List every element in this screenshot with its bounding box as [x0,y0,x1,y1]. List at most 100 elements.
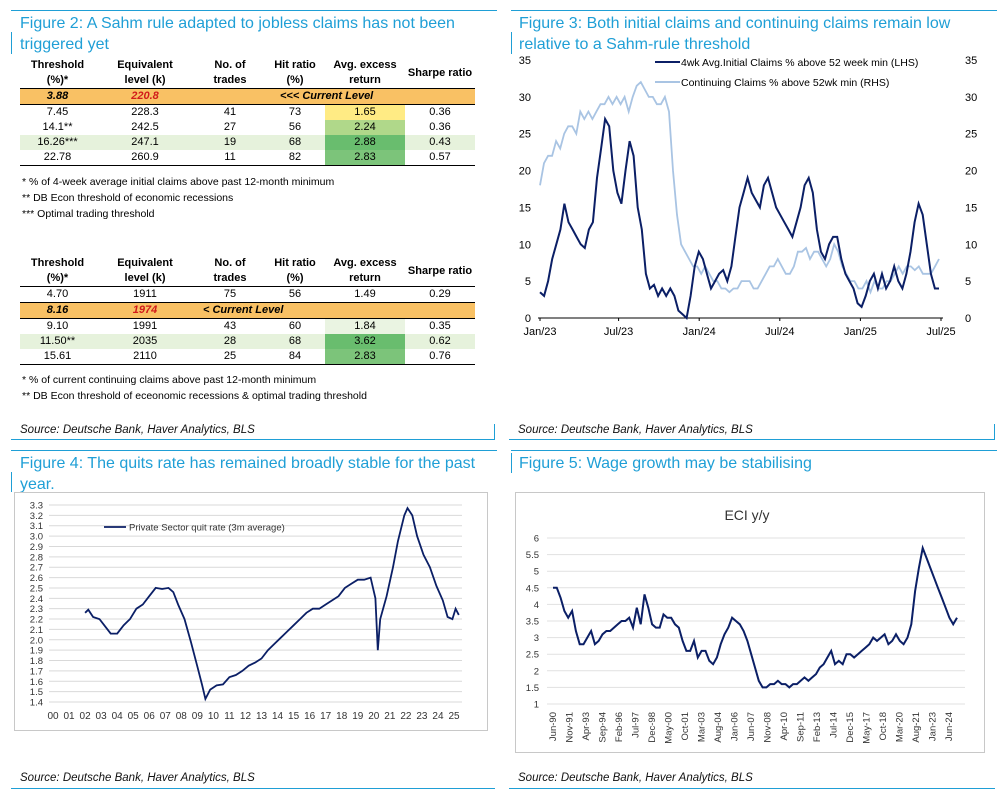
y-tick-label: 2.0 [30,635,43,646]
fig2-left-rule [11,32,12,54]
cell: 2035 [95,334,195,349]
table-row: 22.78 260.9 11 82 2.83 0.57 [20,150,475,166]
col-hit-ratio: Hit ratio (%) [265,58,325,89]
x-tick-label: 11 [224,711,235,722]
y-tick-label: 3.2 [30,511,43,522]
fig3-top-rule [511,10,997,11]
x-tick-label: May-17 [862,712,873,744]
cell: 41 [223,106,237,118]
legend-label: 4wk Avg.Initial Claims % above 52 week m… [681,57,918,69]
fig2-title: Figure 2: A Sahm rule adapted to jobless… [20,15,455,53]
y-tick-label: 6 [534,534,539,545]
x-tick-label: Aug-21 [911,712,922,743]
cell: 14.1** [42,121,73,133]
x-tick-label: 07 [160,711,172,722]
col-equivalent-level: Equivalent level (k) [95,256,195,287]
table-row: 15.61 2110 25 84 2.83 0.76 [20,349,475,365]
y-tick-label: 1.6 [30,677,43,688]
x-tick-label: 18 [336,711,348,722]
x-tick-label: 19 [352,711,364,722]
cell: 228.3 [131,106,159,118]
x-tick-label: Mar-03 [697,712,708,742]
y-tick-label: 2.3 [30,604,43,615]
series-line-eci [553,544,958,689]
x-tick-label: 00 [47,711,59,722]
y-tick-label: 2.5 [526,650,539,661]
fig2-source: Source: Deutsche Bank, Haver Analytics, … [20,424,255,436]
cell: 1.49 [354,288,376,300]
cell: 7.45 [46,106,69,118]
fig4-source: Source: Deutsche Bank, Haver Analytics, … [20,772,255,784]
y-tick-label: 3.3 [30,501,43,512]
x-tick-label: Sep-94 [598,712,609,743]
x-tick-label: Jan-06 [730,712,741,741]
legend-label: Private Sector quit rate (3m average) [129,523,285,534]
x-tick-label: Jan-23 [928,712,939,741]
y-right-tick-label: 20 [965,166,977,178]
x-tick-label: 17 [320,711,332,722]
sahm-initial-claims-table: Threshold (%)* Equivalent level (k) No. o… [20,58,475,166]
fig5-source: Source: Deutsche Bank, Haver Analytics, … [518,772,753,784]
fig4-bottom-rule [11,788,495,789]
y-tick-label: 2 [534,666,539,677]
cell: 27 [223,121,237,133]
cell: 73 [288,106,302,118]
cell: 22.78 [20,150,95,166]
cell: 2.83 [325,150,405,166]
cell: 11 [195,150,265,166]
fig3-source: Source: Deutsche Bank, Haver Analytics, … [518,424,753,436]
table-row: 14.1** 242.5 27 56 2.24 0.36 [20,120,475,135]
fig4-title: Figure 4: The quits rate has remained br… [20,455,476,493]
col-no-of-trades: No. of trades [195,256,265,287]
x-tick-label: Oct-01 [680,712,691,741]
x-tick-label: Jun-24 [944,712,955,741]
y-left-tick-label: 20 [519,166,531,178]
fig4-top-rule [11,450,497,451]
col-threshold: Threshold (%)* [20,256,95,287]
cell: 0.36 [429,106,451,118]
cell: 247.1 [95,135,195,150]
chart-frame [515,492,985,753]
cell: 68 [265,334,325,349]
series-line-initial-claims [539,115,939,320]
y-tick-label: 2.4 [30,594,43,605]
x-tick-label: Oct-18 [878,712,889,741]
y-tick-label: 2.7 [30,563,43,574]
cell: 0.62 [405,334,475,349]
x-tick-label: May-00 [664,712,675,744]
y-left-tick-label: 30 [519,92,531,104]
x-tick-label: 03 [96,711,108,722]
cell: 43 [223,320,237,332]
cell: 68 [265,135,325,150]
table-row: 7.45 228.3 41 73 1.65 0.36 [20,104,475,120]
y-tick-label: 2.2 [30,615,43,626]
y-tick-label: 1.7 [30,666,43,677]
y-tick-label: 1.5 [30,687,43,698]
col-avg-excess-return: Avg. excess return [325,256,405,287]
table2-note-1: * % of current continuing claims above p… [22,374,317,386]
chart-frame [14,492,488,731]
table1-note-3: *** Optimal trading threshold [22,208,155,220]
y-tick-label: 1.8 [30,656,43,667]
x-tick-label: Apr-93 [581,712,592,741]
cell: 2.24 [325,120,405,135]
y-tick-label: 5 [534,567,539,578]
x-tick-label: 09 [192,711,204,722]
fig5-bottom-rule [509,788,995,789]
x-tick-label: 10 [208,711,220,722]
col-avg-excess-return: Avg. excess return [325,58,405,89]
x-tick-label: 12 [240,711,252,722]
cell: 56 [288,121,302,133]
series-line-continuing-claims [539,80,940,295]
y-right-tick-label: 10 [965,239,977,251]
fig4-chart: 3.33.23.13.02.92.82.72.62.52.42.32.22.12… [14,492,488,731]
cell: 28 [195,334,265,349]
table-row: 4.70 1911 75 56 1.49 0.29 [20,287,475,303]
col-sharpe-ratio: Sharpe ratio [405,256,475,287]
cell: 11.50** [20,334,95,349]
x-tick-label: 15 [288,711,300,722]
x-tick-label: Jun-07 [746,712,757,741]
x-tick-label: 04 [112,711,124,722]
col-no-of-trades: No. of trades [195,58,265,89]
fig3-bottom-tick [994,424,995,439]
